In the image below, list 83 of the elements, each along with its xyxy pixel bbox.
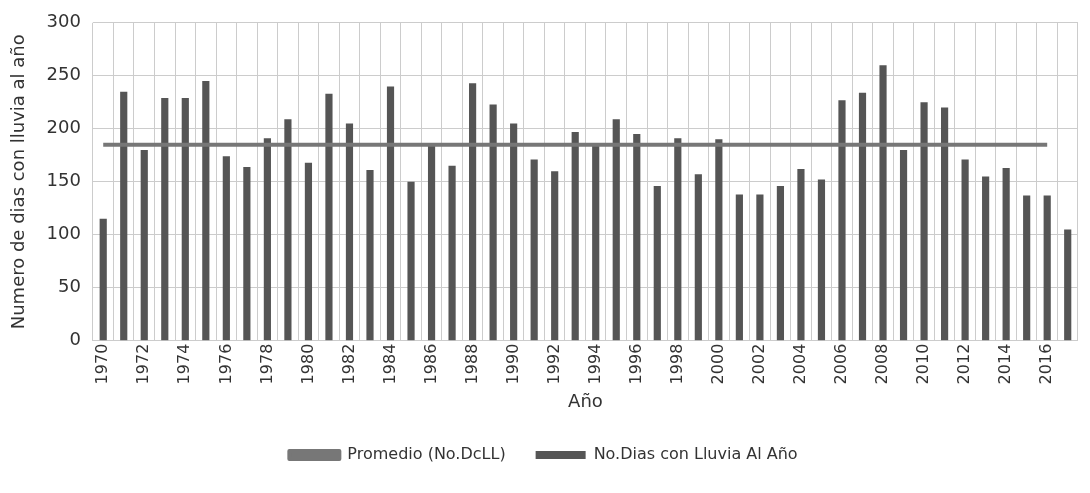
- x-tick-label: 1994: [584, 343, 604, 385]
- bar: [263, 138, 271, 341]
- bar: [776, 185, 785, 341]
- x-tick-label: 1970: [92, 343, 112, 385]
- bar: [161, 98, 169, 341]
- bar: [817, 179, 826, 341]
- bar: [838, 100, 846, 341]
- x-tick-label: 1978: [256, 343, 276, 385]
- bar: [674, 138, 682, 341]
- bar: [284, 119, 292, 341]
- bar: [982, 176, 990, 341]
- bar: [694, 174, 702, 341]
- bar: [756, 194, 764, 341]
- bar: [304, 162, 313, 341]
- bar: [879, 65, 887, 341]
- y-tick-label: 100: [46, 222, 81, 244]
- bar: [858, 92, 867, 341]
- y-axis-title: Numero de dias con lluvia al año: [7, 34, 29, 330]
- bar: [1023, 195, 1031, 341]
- x-tick-label: 1998: [666, 343, 686, 385]
- x-tick-label: 2002: [749, 343, 769, 385]
- bar: [510, 123, 518, 341]
- bar: [551, 171, 559, 341]
- bar: [715, 139, 723, 341]
- bar: [653, 185, 661, 341]
- x-tick-label: 1984: [379, 343, 399, 385]
- bar: [202, 81, 210, 341]
- bar: [345, 123, 354, 341]
- bar: [612, 119, 620, 341]
- bar: [899, 149, 908, 341]
- x-tick-label: 1988: [461, 343, 481, 385]
- bar: [1064, 229, 1072, 341]
- bar: [592, 144, 600, 341]
- bar: [99, 218, 107, 341]
- bar: [530, 159, 538, 341]
- bar: [181, 98, 189, 341]
- bar: [1002, 167, 1010, 341]
- bar: [469, 83, 477, 341]
- bar: [633, 134, 641, 341]
- bar: [571, 131, 579, 341]
- x-tick-label: 2008: [872, 343, 892, 385]
- x-tick-label: 2016: [1036, 343, 1056, 385]
- bar: [961, 159, 969, 341]
- x-tick-label: 2012: [954, 343, 974, 385]
- bar: [448, 165, 456, 341]
- y-tick-label: 0: [69, 328, 81, 350]
- bar: [325, 93, 333, 341]
- bar: [243, 166, 251, 341]
- bar: [489, 104, 497, 341]
- bar: [797, 169, 805, 341]
- y-tick-label: 300: [46, 10, 81, 32]
- x-tick-label: 2004: [790, 343, 810, 385]
- x-tick-label: 2006: [831, 343, 851, 385]
- legend-label: Promedio (No.DcLL): [347, 444, 506, 464]
- legend-label: No.Dias con Lluvia Al Año: [593, 444, 798, 464]
- bar: [735, 194, 743, 341]
- bar: [427, 144, 436, 341]
- bar: [386, 86, 395, 341]
- x-tick-label: 2000: [708, 343, 728, 385]
- x-tick-label: 2014: [995, 343, 1015, 385]
- x-tick-label: 1982: [338, 343, 358, 385]
- x-tick-label: 1996: [625, 343, 645, 385]
- bar: [120, 91, 128, 341]
- x-tick-label: 1972: [133, 343, 153, 385]
- y-tick-label: 50: [58, 275, 81, 297]
- x-tick-label: 2010: [913, 343, 933, 385]
- x-tick-label: 1986: [420, 343, 440, 385]
- bar: [1043, 195, 1051, 341]
- x-tick-label: 1980: [297, 343, 317, 385]
- bar: [222, 156, 230, 341]
- y-tick-label: 150: [46, 169, 81, 191]
- x-tick-label: 1974: [174, 343, 194, 385]
- bar: [366, 170, 374, 341]
- x-tick-label: 1990: [502, 343, 522, 385]
- y-tick-label: 200: [46, 116, 81, 138]
- bar: [920, 102, 928, 341]
- x-tick-label: 1976: [215, 343, 235, 385]
- bar: [941, 107, 949, 341]
- bar: [407, 181, 415, 341]
- x-tick-label: 1992: [543, 343, 563, 385]
- y-tick-label: 250: [46, 63, 81, 85]
- x-axis-title: Año: [568, 389, 603, 411]
- bar: [140, 149, 148, 341]
